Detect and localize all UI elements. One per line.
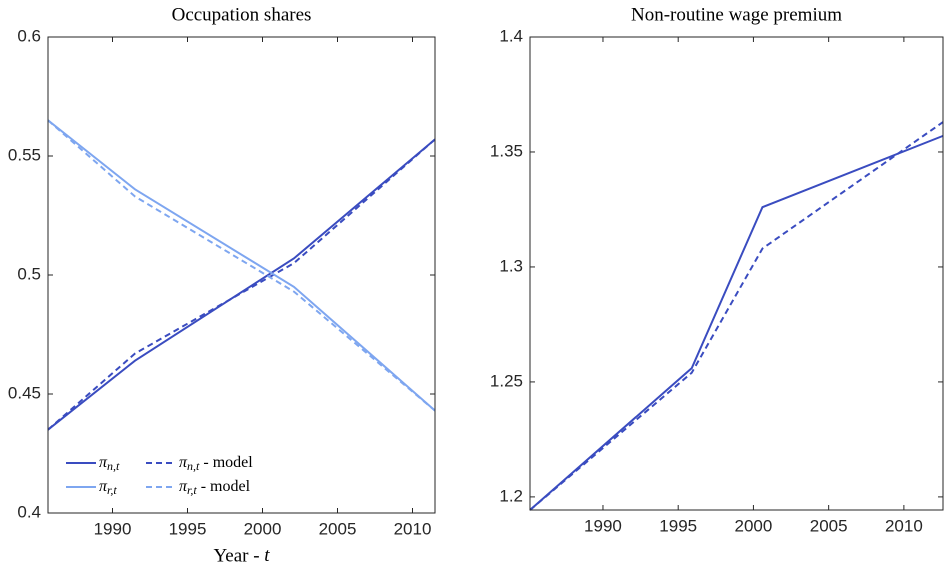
y-tick-label: 1.35 [490,141,523,160]
x-tick-label: 1995 [659,516,697,535]
x-axis-label: Year - t [213,545,270,566]
x-tick-label: 2010 [885,516,923,535]
legend-label: πn,t - model [179,454,253,473]
data-line [529,121,944,511]
legend-label: πr,t [99,478,117,497]
x-tick-label: 2000 [735,516,773,535]
plot-frame [529,36,944,511]
data-line [47,138,436,431]
y-tick-label: 0.45 [8,383,41,402]
chart-title: Occupation shares [172,4,312,25]
y-tick-label: 1.2 [499,486,523,505]
data-line [47,119,436,412]
x-tick-label: 1995 [169,519,207,538]
y-tick-label: 0.55 [8,145,41,164]
x-tick-label: 2000 [244,519,282,538]
y-tick-label: 0.6 [17,26,41,45]
y-tick-label: 1.3 [499,256,523,275]
x-tick-label: 2005 [319,519,357,538]
x-tick-label: 1990 [584,516,622,535]
y-tick-label: 0.4 [17,502,41,521]
x-tick-label: 2005 [810,516,848,535]
data-line [47,138,436,431]
plot-frame [47,36,436,514]
data-line [47,119,436,412]
data-line [529,134,944,511]
legend-label: πn,t [99,454,120,473]
x-tick-label: 2010 [394,519,432,538]
y-tick-label: 0.5 [17,264,41,283]
y-tick-label: 1.25 [490,371,523,390]
legend: πn,t πn,t - model πr,t πr,t - model [66,454,253,497]
y-tick-label: 1.4 [499,26,523,45]
chart-title: Non-routine wage premium [631,4,842,25]
legend-label: πr,t - model [179,478,251,497]
x-tick-label: 1990 [94,519,132,538]
